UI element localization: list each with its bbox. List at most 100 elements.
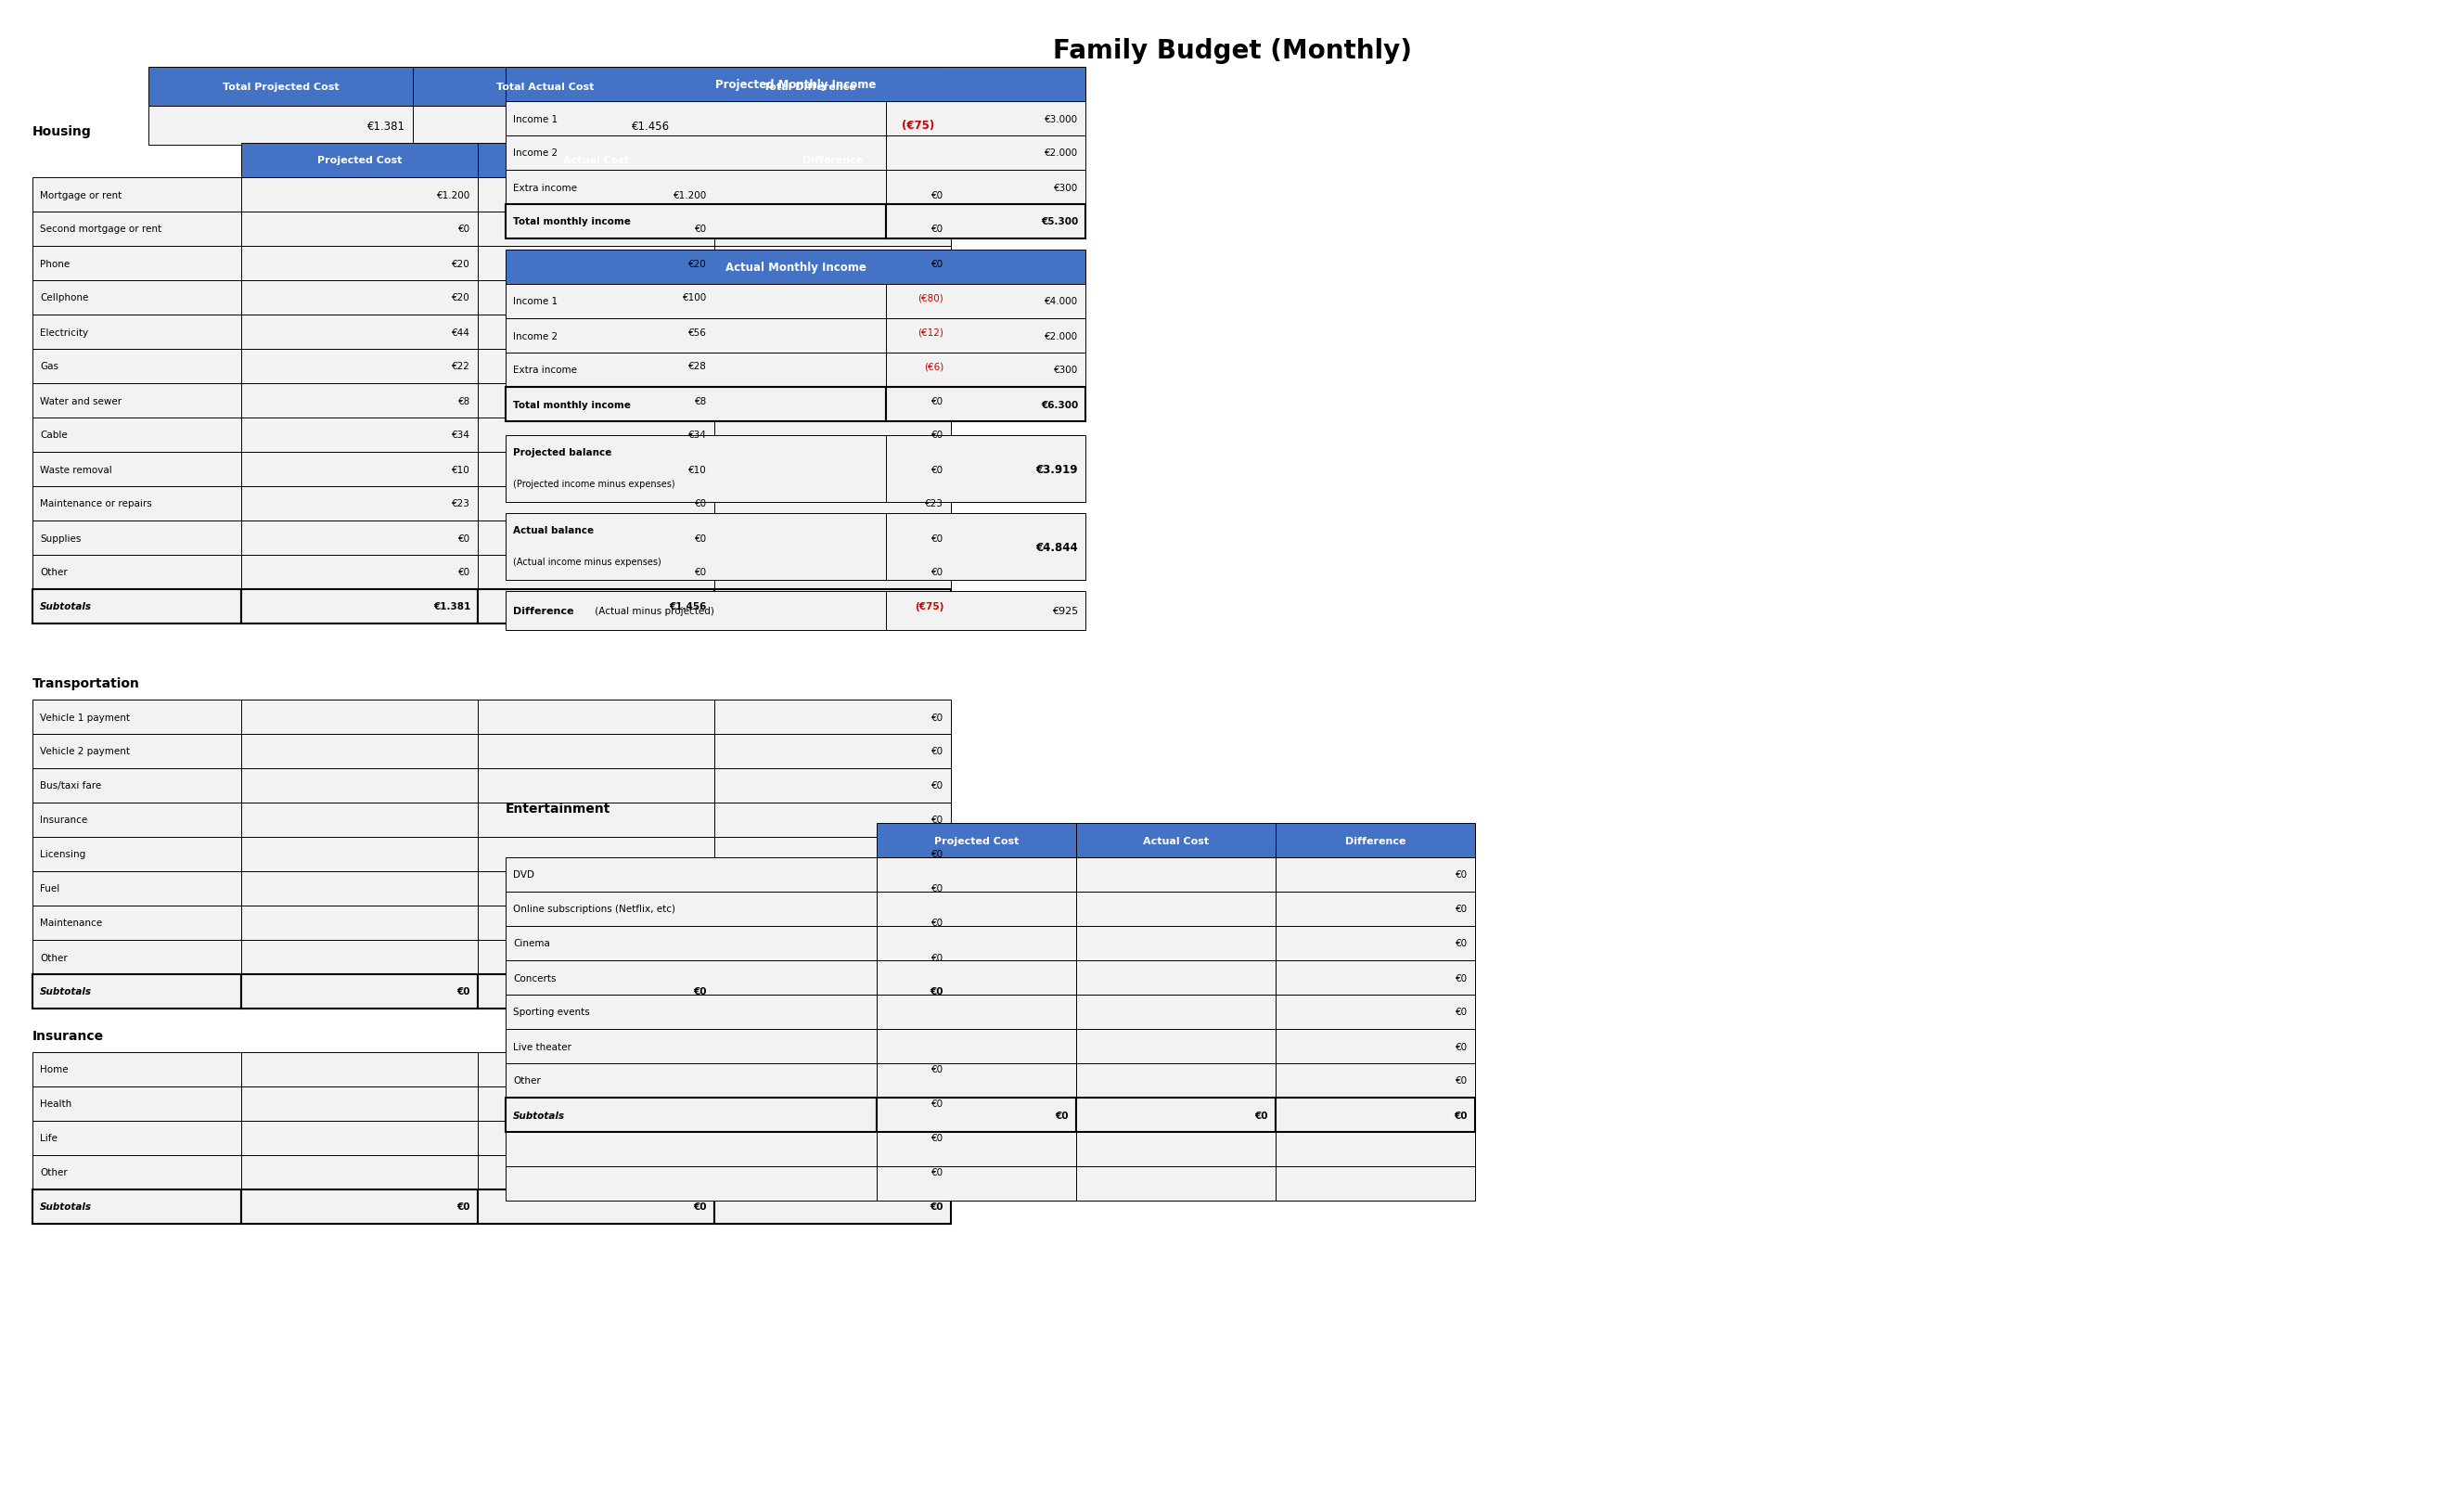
Text: €3.000: €3.000 [1045, 115, 1079, 124]
Text: €8: €8 [695, 397, 707, 406]
Bar [478, 590, 715, 625]
Bar [241, 280, 478, 315]
Bar [715, 315, 951, 349]
Text: €1.381: €1.381 [434, 602, 471, 611]
Bar [32, 907, 241, 941]
Bar [478, 1087, 715, 1121]
Bar [1077, 1166, 1276, 1200]
Bar [715, 246, 951, 280]
Bar [505, 170, 887, 204]
Bar [241, 452, 478, 486]
Text: Projected Cost: Projected Cost [318, 157, 402, 166]
Bar [505, 960, 877, 994]
Text: (Actual minus projected): (Actual minus projected) [591, 607, 715, 616]
Text: €1.200: €1.200 [673, 191, 707, 200]
Bar [241, 556, 478, 590]
Text: Insurance: Insurance [39, 816, 86, 825]
Bar [715, 1156, 951, 1190]
Bar [478, 522, 715, 556]
Text: Other: Other [39, 568, 67, 577]
Bar [478, 556, 715, 590]
Text: €0: €0 [931, 191, 944, 200]
Bar [241, 872, 478, 907]
Bar [1276, 1097, 1476, 1132]
Text: €0: €0 [692, 987, 707, 996]
Bar [715, 907, 951, 941]
Text: €1.456: €1.456 [670, 602, 707, 611]
Bar [32, 1087, 241, 1121]
Bar [32, 941, 241, 975]
Bar [505, 285, 887, 319]
Bar [1077, 823, 1276, 857]
Bar [505, 926, 877, 960]
Text: Online subscriptions (Netflix, etc): Online subscriptions (Netflix, etc) [513, 905, 675, 914]
Text: Total monthly income: Total monthly income [513, 218, 631, 227]
Text: €0: €0 [456, 987, 471, 996]
Bar [32, 522, 241, 556]
Bar [1276, 994, 1476, 1029]
Text: Subtotals: Subtotals [513, 1111, 564, 1120]
Bar [241, 1121, 478, 1156]
Bar [241, 143, 478, 177]
Text: €0: €0 [695, 499, 707, 508]
Text: Maintenance: Maintenance [39, 918, 101, 927]
Text: Subtotals: Subtotals [39, 987, 91, 996]
Bar [478, 941, 715, 975]
Text: €0: €0 [931, 431, 944, 440]
Text: Bus/taxi fare: Bus/taxi fare [39, 781, 101, 790]
Text: €0: €0 [931, 534, 944, 543]
Text: Transportation: Transportation [32, 677, 140, 690]
Text: (Projected income minus expenses): (Projected income minus expenses) [513, 480, 675, 489]
Bar [505, 388, 887, 422]
Text: Subtotals: Subtotals [39, 602, 91, 611]
Bar [887, 204, 1087, 239]
Text: €2.000: €2.000 [1045, 331, 1079, 341]
Text: Waste removal: Waste removal [39, 465, 111, 474]
Bar [1077, 1029, 1276, 1063]
Bar [877, 1029, 1077, 1063]
Bar [715, 769, 951, 804]
Bar [478, 383, 715, 417]
Bar [241, 941, 478, 975]
Bar [478, 975, 715, 1009]
Text: Total Difference: Total Difference [764, 82, 855, 92]
Bar [241, 1156, 478, 1190]
Bar [715, 212, 951, 246]
Text: €3.919: €3.919 [1035, 464, 1079, 476]
Bar [887, 170, 1087, 204]
Text: €4.844: €4.844 [1035, 541, 1079, 553]
Bar [241, 701, 478, 735]
Text: (€80): (€80) [917, 294, 944, 303]
Text: Licensing: Licensing [39, 850, 86, 859]
Bar [478, 143, 715, 177]
Text: €0: €0 [931, 816, 944, 825]
Text: €1.456: €1.456 [631, 121, 670, 133]
Text: Income 2: Income 2 [513, 331, 557, 341]
Text: €1.200: €1.200 [436, 191, 471, 200]
Bar [715, 838, 951, 872]
Bar [241, 246, 478, 280]
Bar [478, 1121, 715, 1156]
Bar [478, 280, 715, 315]
Bar [715, 735, 951, 769]
Text: Projected Cost: Projected Cost [934, 836, 1018, 845]
Bar [678, 107, 941, 146]
Bar [32, 280, 241, 315]
Text: €0: €0 [931, 850, 944, 859]
Bar [877, 892, 1077, 926]
Bar [478, 177, 715, 212]
Bar [1276, 1029, 1476, 1063]
Bar [877, 1132, 1077, 1166]
Text: €2.000: €2.000 [1045, 149, 1079, 158]
Bar [1077, 1097, 1276, 1132]
Bar [241, 177, 478, 212]
Bar [478, 769, 715, 804]
Text: €5.300: €5.300 [1040, 218, 1079, 227]
Text: Vehicle 2 payment: Vehicle 2 payment [39, 747, 131, 756]
Bar [715, 143, 951, 177]
Text: €300: €300 [1055, 365, 1079, 376]
Text: Maintenance or repairs: Maintenance or repairs [39, 499, 153, 508]
Text: €0: €0 [1456, 871, 1469, 880]
Bar [241, 383, 478, 417]
Bar [1276, 1063, 1476, 1097]
